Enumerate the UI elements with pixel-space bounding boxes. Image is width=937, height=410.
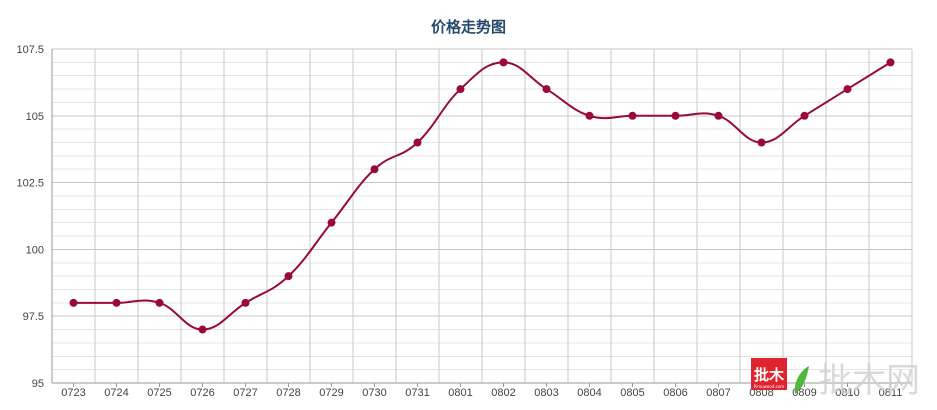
x-tick-label: 0803 — [534, 387, 558, 399]
data-point — [843, 85, 852, 94]
y-tick-label: 107.5 — [16, 44, 44, 56]
x-tick-label: 0730 — [362, 387, 386, 399]
y-tick-label: 105 — [26, 111, 44, 123]
data-point — [370, 165, 379, 174]
data-point — [671, 111, 680, 120]
x-tick-label: 0802 — [491, 387, 515, 399]
y-tick-label: 97.5 — [23, 311, 44, 323]
leaf-icon — [794, 366, 809, 394]
data-point — [585, 111, 594, 120]
x-tick-label: 0726 — [190, 387, 214, 399]
data-point — [628, 111, 637, 120]
y-tick-label: 95 — [32, 378, 44, 390]
x-tick-label: 0804 — [577, 387, 601, 399]
data-point — [284, 272, 293, 281]
data-point — [542, 85, 551, 94]
data-point — [241, 298, 250, 307]
chart-title: 价格走势图 — [430, 18, 506, 36]
x-tick-label: 0729 — [319, 387, 343, 399]
series — [69, 58, 895, 334]
data-point — [413, 138, 422, 147]
y-tick-label: 100 — [26, 244, 44, 256]
x-tick-label: 0811 — [879, 387, 903, 399]
watermark-badge-sub: Pimuwood.com — [754, 384, 784, 389]
x-tick-label: 0807 — [706, 387, 730, 399]
watermark-logo: 批木 Pimuwood.com 批木网 — [751, 358, 920, 400]
x-tick-label: 0725 — [147, 387, 171, 399]
x-tick-label: 0801 — [448, 387, 472, 399]
y-axis-ticks: 95 97.5 100 102.5 105 107.5 — [16, 44, 44, 390]
x-tick-label: 0810 — [835, 387, 859, 399]
x-tick-label: 0727 — [233, 387, 257, 399]
data-point — [714, 111, 723, 120]
data-point — [112, 298, 121, 307]
data-point — [327, 218, 336, 227]
data-point — [757, 138, 766, 147]
series-line — [73, 61, 892, 331]
x-tick-label: 0806 — [663, 387, 687, 399]
grid — [51, 48, 913, 384]
x-tick-label: 0805 — [620, 387, 644, 399]
watermark-badge-text: 批木 — [754, 366, 785, 384]
data-point — [800, 111, 809, 120]
x-tick-label: 0724 — [104, 387, 128, 399]
y-tick-label: 102.5 — [16, 178, 44, 190]
data-point — [886, 58, 895, 67]
data-point — [456, 85, 465, 94]
x-tick-label: 0728 — [276, 387, 300, 399]
x-tick-label: 0723 — [61, 387, 85, 399]
data-point — [155, 298, 164, 307]
data-point — [499, 58, 508, 67]
data-point — [198, 325, 207, 334]
data-point — [69, 298, 78, 307]
x-tick-label: 0731 — [405, 387, 429, 399]
watermark-logo-text: 批木网 — [818, 361, 920, 400]
watermark-badge — [751, 358, 787, 390]
